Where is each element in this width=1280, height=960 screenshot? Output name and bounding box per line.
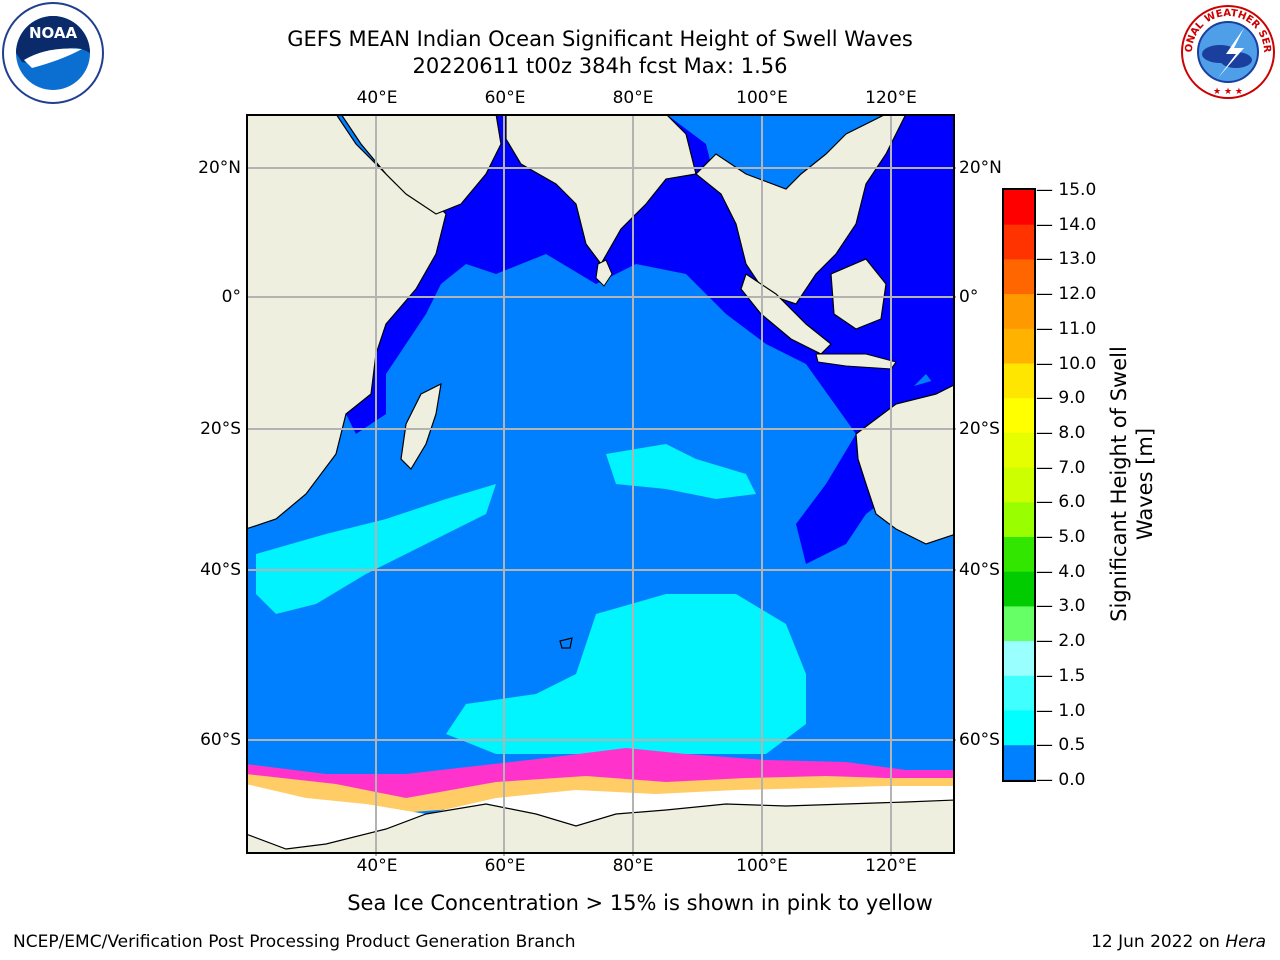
svg-text:NOAA: NOAA (29, 24, 78, 42)
swell-patch-south-central (446, 594, 806, 754)
colorbar-label: — 15.0 (1036, 180, 1097, 200)
colorbar-label: — 0.5 (1036, 735, 1086, 756)
colorbar (1002, 188, 1036, 782)
colorbar-segment (1004, 398, 1034, 434)
lat-tick-right: 0° (959, 287, 979, 307)
lon-tick-top: 60°E (484, 88, 526, 108)
colorbar-label: — 2.0 (1036, 631, 1086, 652)
lon-tick-top: 120°E (865, 88, 917, 108)
colorbar-label: — 14.0 (1036, 214, 1097, 235)
lat-tick-right: 20°S (959, 419, 1000, 439)
colorbar-label: — 4.0 (1036, 561, 1086, 582)
colorbar-label: — 1.0 (1036, 700, 1086, 721)
lat-tick-left: 20°N (198, 158, 241, 178)
colorbar-segment (1004, 641, 1034, 677)
lat-tick-left: 0° (221, 287, 241, 307)
footer-credit: NCEP/EMC/Verification Post Processing Pr… (13, 932, 576, 952)
colorbar-segment (1004, 259, 1034, 295)
svg-text:★ ★ ★: ★ ★ ★ (1213, 87, 1243, 97)
colorbar-title-line2: Waves [m] (1133, 427, 1157, 541)
lat-tick-right: 20°N (959, 158, 1002, 178)
colorbar-label: — 0.0 (1036, 769, 1086, 790)
footer-date-text: 12 Jun 2022 on (1091, 932, 1226, 952)
lat-tick-left: 60°S (200, 730, 241, 750)
noaa-logo-icon: NOAA (2, 2, 104, 104)
colorbar-label: — 10.0 (1036, 353, 1097, 374)
kerguelen-island (559, 637, 573, 649)
nws-logo-icon: NATIONAL WEATHER SERVICE ★ ★ ★ (1178, 4, 1275, 99)
colorbar-segment (1004, 294, 1034, 330)
colorbar-segment (1004, 363, 1034, 399)
colorbar-segment (1004, 675, 1034, 711)
gridlines (246, 114, 956, 856)
colorbar-segment (1004, 467, 1034, 503)
lon-tick-top: 40°E (356, 88, 398, 108)
borneo-land (830, 258, 887, 330)
colorbar-segment (1004, 190, 1034, 226)
colorbar-label: — 1.5 (1036, 665, 1086, 686)
footer-date: 12 Jun 2022 on Hera (1091, 932, 1266, 952)
colorbar-label: — 6.0 (1036, 492, 1086, 513)
colorbar-segment (1004, 432, 1034, 469)
lat-tick-right: 60°S (959, 730, 1000, 750)
lon-tick-bottom: 120°E (865, 856, 917, 876)
colorbar-label: — 12.0 (1036, 284, 1097, 305)
colorbar-segment (1004, 328, 1034, 364)
swell-patch-central (606, 444, 756, 499)
lon-tick-bottom: 40°E (356, 856, 398, 876)
colorbar-segment (1004, 502, 1034, 538)
colorbar-title: Significant Height of Swell Waves [m] (1106, 304, 1158, 664)
colorbar-label: — 5.0 (1036, 527, 1086, 547)
lon-tick-top: 80°E (612, 88, 654, 108)
australia-land (855, 384, 954, 545)
map-title: GEFS MEAN Indian Ocean Significant Heigh… (287, 27, 913, 51)
sea-ice-edge-pink (247, 748, 954, 804)
colorbar-segment (1004, 606, 1034, 642)
lat-tick-right: 40°S (959, 560, 1000, 580)
map-subtitle: 20220611 t00z 384h fcst Max: 1.56 (412, 54, 788, 78)
colorbar-segment (1004, 710, 1034, 746)
colorbar-frame (1002, 188, 1036, 782)
sri-lanka-land (595, 259, 613, 287)
colorbar-title-line1: Significant Height of Swell (1107, 346, 1131, 622)
lon-tick-bottom: 100°E (736, 856, 788, 876)
colorbar-segment (1004, 571, 1034, 607)
sea-ice-caption: Sea Ice Concentration > 15% is shown in … (347, 891, 933, 915)
lat-tick-left: 40°S (200, 560, 241, 580)
colorbar-label: — 8.0 (1036, 422, 1086, 443)
colorbar-label: — 7.0 (1036, 457, 1086, 478)
colorbar-label: — 13.0 (1036, 249, 1097, 270)
antarctica-land (247, 799, 954, 853)
lon-tick-bottom: 80°E (612, 856, 654, 876)
footer-machine: Hera (1225, 932, 1266, 952)
arabia-land (340, 115, 502, 215)
colorbar-label: — 9.0 (1036, 388, 1086, 409)
colorbar-label: — 11.0 (1036, 318, 1097, 339)
colorbar-segment (1004, 224, 1034, 260)
map-frame (246, 114, 955, 854)
colorbar-segment (1004, 745, 1034, 781)
lat-tick-left: 20°S (200, 419, 241, 439)
colorbar-label: — 3.0 (1036, 596, 1086, 617)
colorbar-segment (1004, 537, 1034, 573)
swell-height-map (246, 114, 956, 856)
lon-tick-bottom: 60°E (484, 856, 526, 876)
lon-tick-top: 100°E (736, 88, 788, 108)
